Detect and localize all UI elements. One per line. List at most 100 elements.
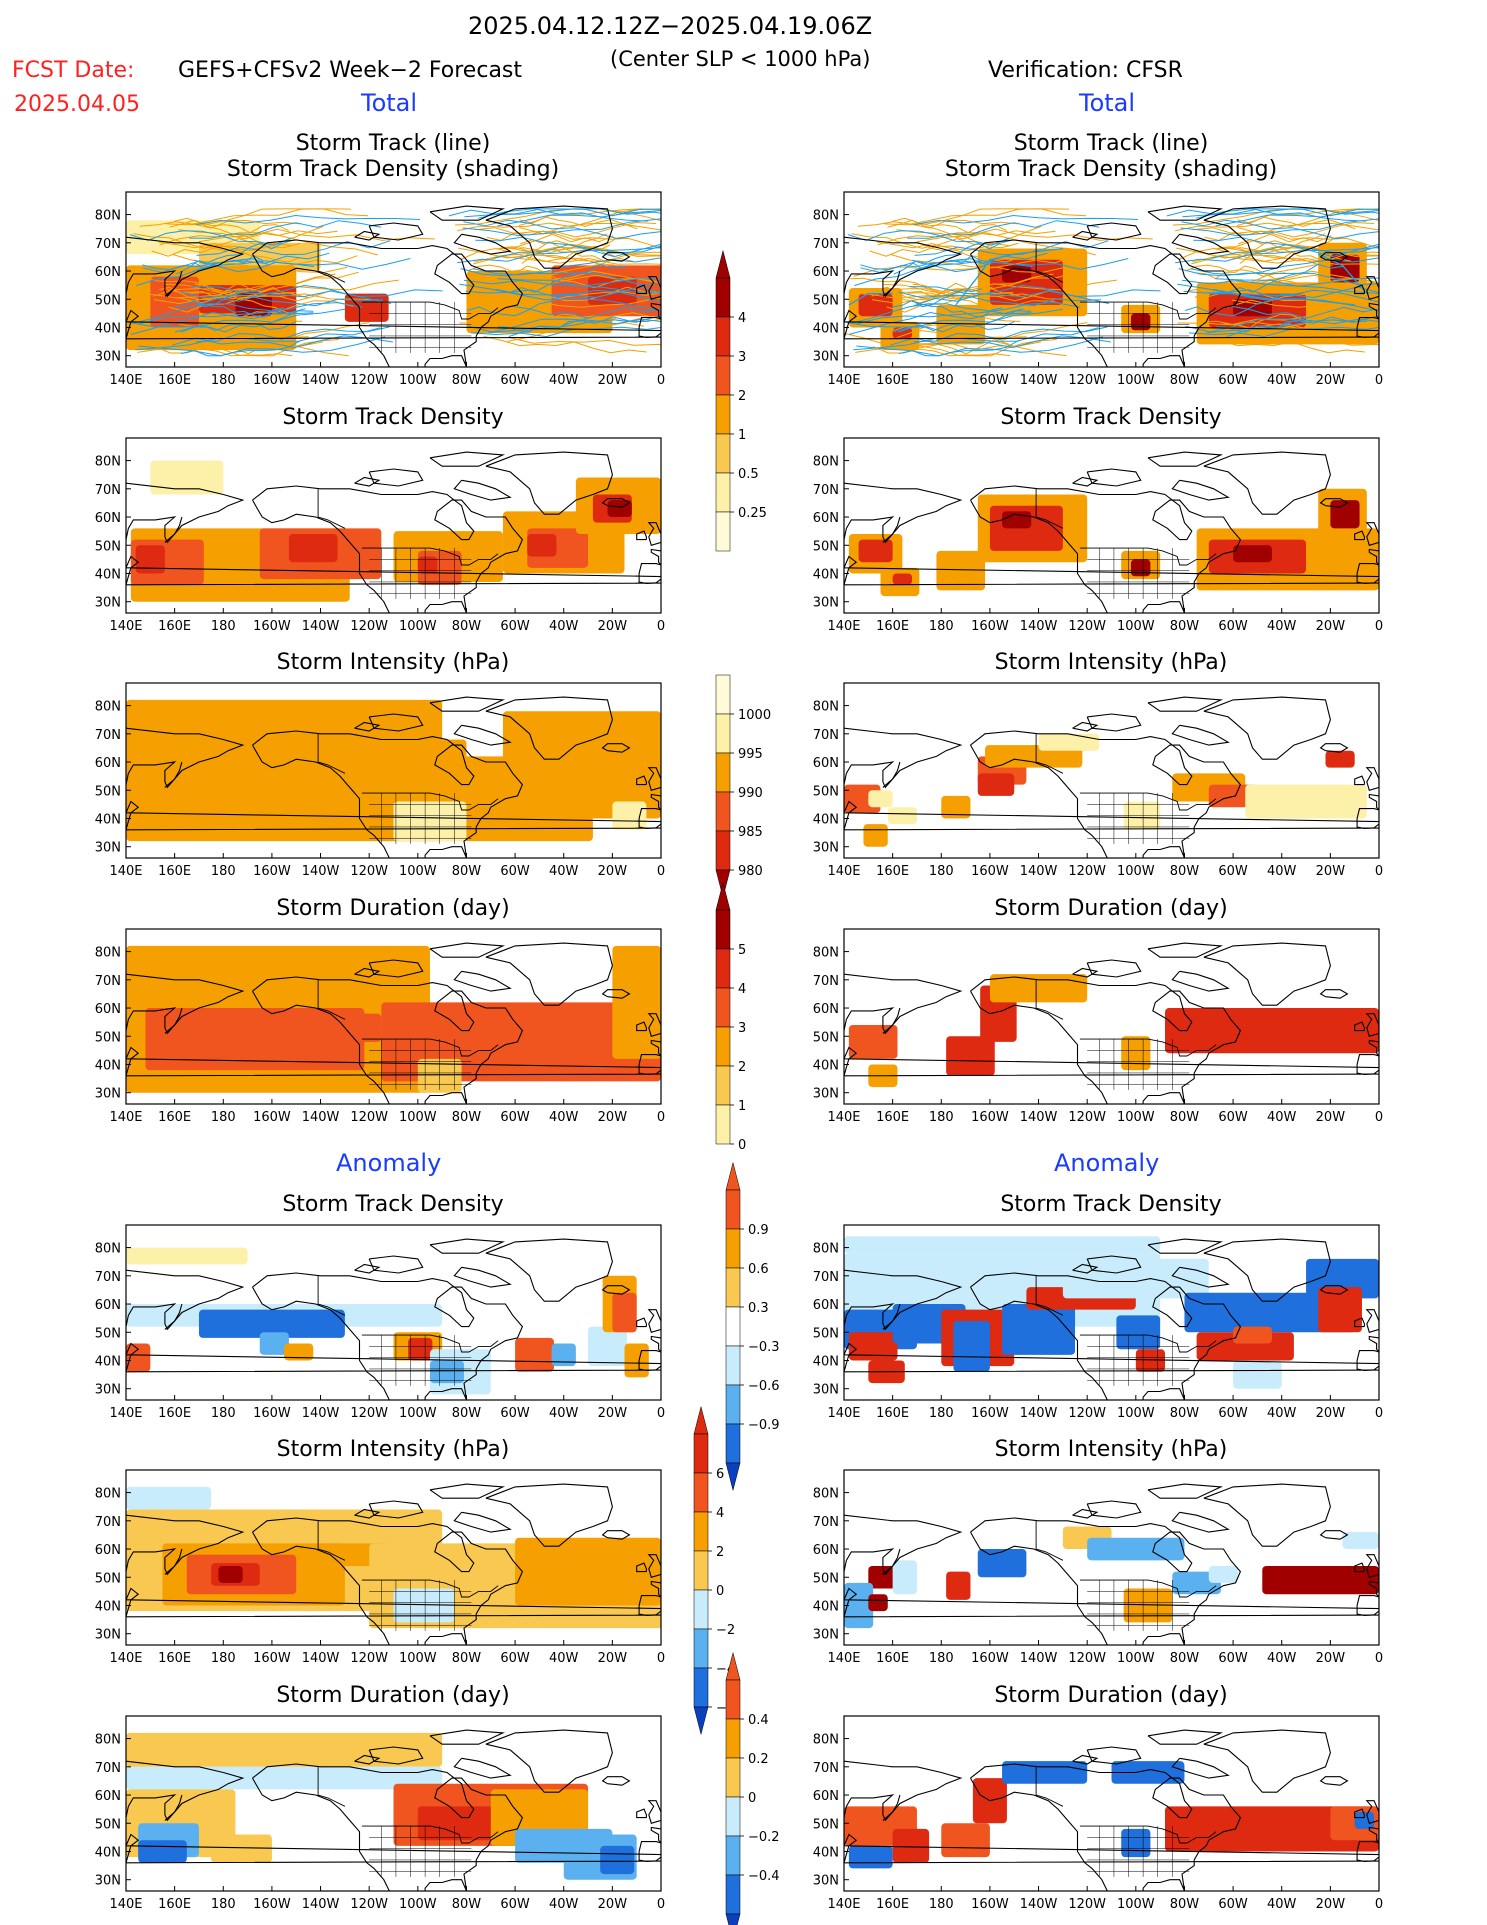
colorbar-label: 2 — [738, 389, 746, 404]
storm-track-forecast — [1201, 335, 1365, 354]
lon-label: 100W — [399, 1651, 437, 1666]
coastline — [1356, 808, 1379, 829]
coastline — [1354, 530, 1365, 541]
coastline — [1147, 205, 1224, 221]
lat-label: 50N — [813, 293, 839, 308]
lat-label: 30N — [95, 1874, 121, 1889]
coastline — [126, 1046, 661, 1077]
coastline — [1203, 696, 1331, 760]
lon-label: 160W — [253, 619, 291, 634]
lat-label: 40N — [95, 1845, 121, 1860]
coastline — [485, 696, 613, 760]
lon-label: 180 — [929, 1897, 954, 1912]
lat-label: 30N — [95, 1628, 121, 1643]
lon-label: 180 — [929, 1651, 954, 1666]
coastline — [1368, 1335, 1379, 1353]
lon-label: 160E — [158, 1651, 191, 1666]
coastline — [453, 1757, 512, 1779]
storm-track-forecast — [850, 277, 967, 295]
colorbar-cell — [715, 277, 731, 318]
coastline — [429, 1483, 506, 1499]
country-border — [1035, 242, 1064, 283]
colorbar-label: 0.6 — [748, 1262, 769, 1277]
colorbar-label: 6 — [716, 1467, 724, 1482]
lon-label: 80W — [1170, 864, 1200, 879]
coastline — [601, 1530, 631, 1540]
colorbar-cell — [715, 909, 731, 950]
lon-label: 20W — [1316, 1110, 1346, 1125]
colorbar-intensity-total: 1000 995 990 985 980 — [715, 674, 771, 898]
coastline — [1319, 1285, 1349, 1295]
country-border — [1079, 547, 1217, 566]
coastline — [636, 1317, 647, 1328]
lon-label: 140W — [302, 1651, 340, 1666]
lon-label: 140E — [109, 373, 142, 388]
coastline — [844, 1587, 1379, 1618]
coastline — [354, 1508, 381, 1519]
storm-track-member — [1193, 236, 1379, 258]
map-panel-r4: 140E 160E 180 160W 140W 120W 100W 80W 60W 40W 20W 0… — [813, 928, 1383, 1125]
lon-label: 180 — [929, 1406, 954, 1421]
shading-cell — [1262, 1565, 1379, 1595]
coastline — [844, 309, 1379, 340]
coastline — [650, 793, 661, 811]
coastline — [1072, 476, 1099, 487]
lon-label: 160E — [158, 1406, 191, 1421]
lon-label: 160W — [971, 373, 1009, 388]
coastline — [1203, 1238, 1331, 1302]
storm-track-member — [465, 286, 661, 298]
lon-label: 160W — [971, 1651, 1009, 1666]
country-border — [1079, 1334, 1217, 1353]
shading-cell — [198, 1309, 345, 1338]
shading-cell — [989, 974, 1088, 1003]
coastline — [1203, 1729, 1331, 1793]
shading-cell — [247, 1013, 382, 1042]
coastline — [354, 967, 381, 978]
storm-track-member — [1184, 293, 1294, 317]
lat-label: 60N — [813, 1002, 839, 1017]
storm-track-forecast — [139, 220, 301, 229]
coastline — [970, 239, 1242, 367]
coastline — [429, 942, 506, 958]
lat-label: 70N — [95, 237, 121, 252]
lat-label: 60N — [813, 265, 839, 280]
lat-label: 60N — [813, 511, 839, 526]
lat-label: 50N — [813, 1326, 839, 1341]
lon-label: 60W — [500, 373, 530, 388]
colorbar-label: 3 — [738, 1021, 746, 1036]
storm-track-member — [847, 230, 1010, 246]
lat-label: 30N — [95, 1087, 121, 1102]
map-panel-r7: 140E 160E 180 160W 140W 120W 100W 80W 60W 40W 20W 0… — [813, 1715, 1383, 1912]
lon-label: 0 — [657, 1406, 665, 1421]
lon-label: 80W — [452, 864, 482, 879]
storm-track-member — [460, 268, 661, 286]
lon-label: 120W — [1068, 373, 1106, 388]
storm-track-member — [195, 326, 390, 343]
coastline — [485, 205, 613, 269]
country-border — [1079, 301, 1217, 320]
lon-label: 20W — [1316, 619, 1346, 634]
lon-label: 120W — [350, 373, 388, 388]
lat-label: 40N — [95, 321, 121, 336]
lat-label: 30N — [813, 1383, 839, 1398]
coastline — [164, 1007, 183, 1034]
shading-cell — [892, 1828, 930, 1863]
map-frame — [843, 437, 1380, 614]
lat-label: 70N — [813, 483, 839, 498]
coastline — [429, 205, 506, 221]
storm-track-member — [851, 303, 1024, 324]
colorbar-arrow — [715, 250, 731, 279]
map-background — [844, 683, 1379, 858]
map-area-l3 — [126, 683, 661, 858]
coastline — [354, 1263, 381, 1274]
coastline — [882, 516, 901, 543]
shading-cell — [946, 1036, 995, 1076]
storm-track-forecast — [477, 265, 567, 280]
colorbar-cell — [693, 1433, 709, 1474]
colorbar-cell — [725, 1757, 741, 1798]
storm-track-forecast — [470, 278, 657, 292]
storm-track-member — [467, 318, 661, 333]
colorbar-cell — [725, 1835, 741, 1876]
colorbar-cell — [725, 1384, 741, 1425]
coastline — [485, 451, 613, 515]
